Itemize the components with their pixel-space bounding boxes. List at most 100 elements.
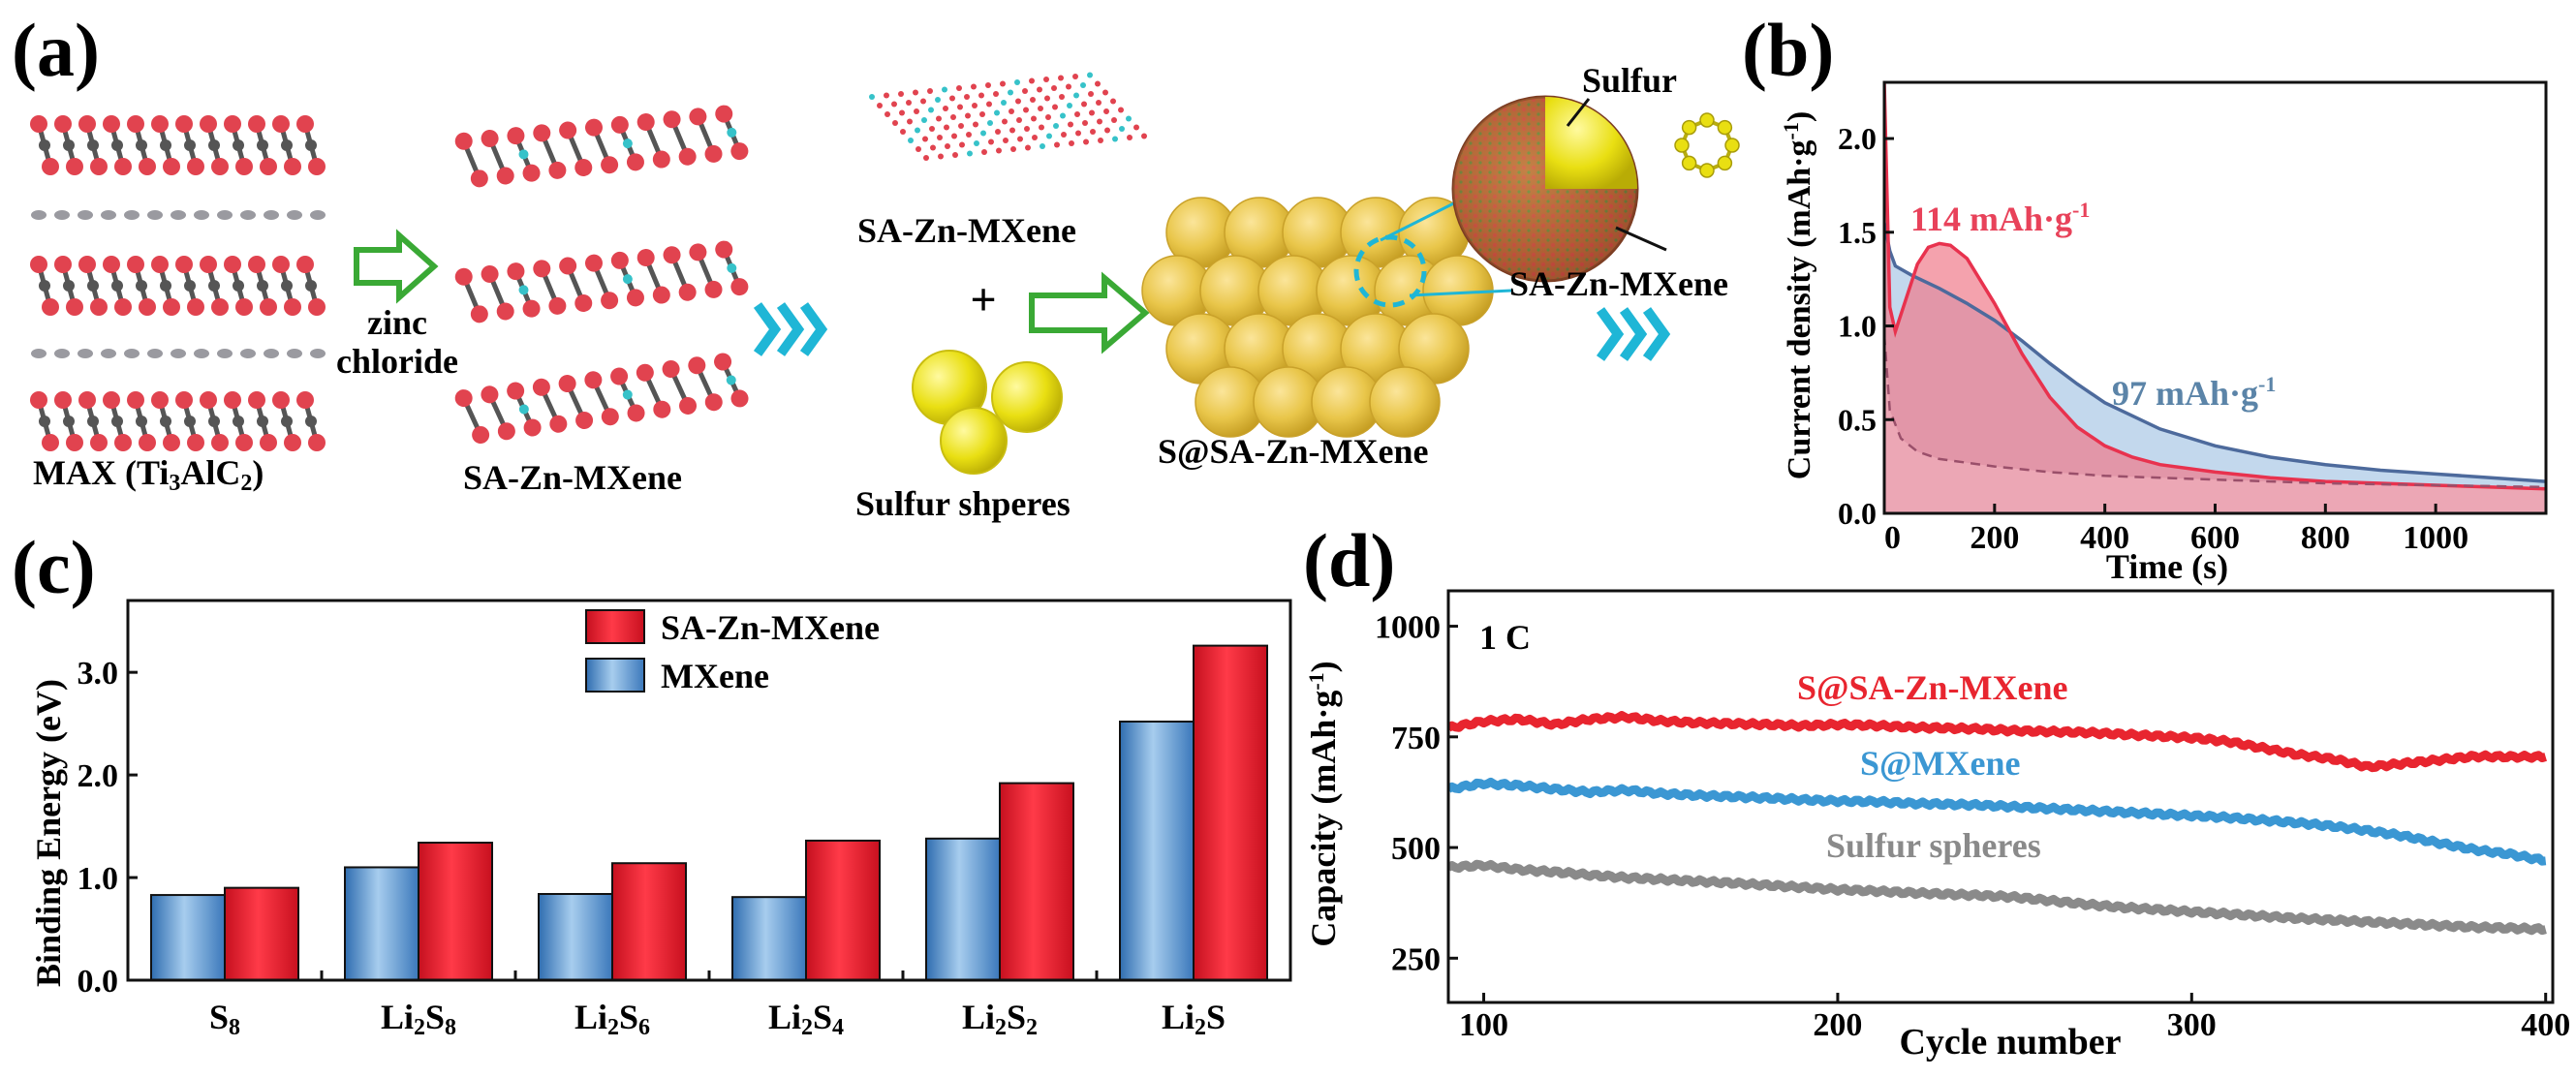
- max-atom-o: [151, 115, 169, 133]
- max-atom-o: [224, 391, 241, 409]
- x-tick-label: 200: [1813, 1007, 1862, 1043]
- zoom-mxene-pointer: [1615, 226, 1667, 252]
- max-atom-o: [272, 256, 290, 273]
- composite-ball-cluster: [1141, 197, 1494, 438]
- mxene-atom-o: [679, 396, 698, 415]
- sheet-atom: [916, 146, 921, 152]
- max-atom-al: [171, 349, 186, 358]
- max-atom-o: [200, 256, 217, 273]
- max-atom-o: [139, 434, 156, 451]
- sheet-atom: [938, 153, 944, 160]
- sheet-atom: [891, 101, 897, 108]
- sheet-atom: [1088, 91, 1094, 97]
- mxene-atom-o: [548, 296, 567, 315]
- line-baseline: [1884, 335, 2546, 489]
- sheet-atom: [949, 95, 955, 102]
- mxene-atom-o: [454, 389, 473, 408]
- max-atom-o: [103, 115, 120, 133]
- max-atom-o: [200, 115, 217, 133]
- sheet-atom: [1015, 98, 1021, 105]
- legend-swatch-mxene: [585, 658, 645, 693]
- sheet-atom: [885, 111, 890, 117]
- max-atom-o: [272, 391, 290, 409]
- sheet-atom: [988, 139, 994, 145]
- etch-arrow: [354, 229, 439, 304]
- mxene-atom-zn: [518, 149, 529, 160]
- s8-atom: [1699, 163, 1715, 178]
- s8-atom: [1724, 138, 1740, 153]
- mxene-atom-o: [688, 356, 706, 375]
- max-atom-al: [287, 349, 302, 358]
- x-tick-label: Li2S8: [381, 998, 456, 1040]
- sheet-atom: [987, 120, 993, 126]
- max-atom-o: [224, 115, 241, 133]
- mxene-atom-o: [678, 283, 697, 301]
- mxene-atom-o: [715, 240, 733, 259]
- mxene-atom-o: [704, 280, 723, 298]
- x-tick-label: 300: [2167, 1007, 2217, 1043]
- sheet-atom: [1075, 130, 1081, 137]
- max-atom-al: [264, 210, 279, 220]
- max-atom-o: [127, 391, 144, 409]
- mxene-atom-o: [610, 115, 629, 134]
- max-atom-ti: [233, 139, 244, 151]
- max-atom-ti: [111, 139, 123, 151]
- max-atom-al: [78, 349, 93, 358]
- sheet-atom: [950, 114, 956, 120]
- max-atom-al: [54, 349, 70, 358]
- mxene-atom-o: [574, 159, 593, 177]
- max-atom-al: [264, 349, 279, 358]
- mxene-atom-o: [470, 305, 488, 323]
- mxene-layer: [454, 353, 749, 445]
- max-atom-al: [78, 210, 93, 220]
- mxene-atom-o: [689, 108, 707, 126]
- sheet-atom: [899, 109, 905, 116]
- zoom-mxene-label: SA-Zn-MXene: [1509, 264, 1728, 303]
- panel-a: (a) MAX (Ti3AlC2) zinc chloride SA-Zn-MX…: [12, 8, 1740, 523]
- max-atom-ti: [281, 416, 293, 427]
- mxene-atom-o: [704, 144, 723, 163]
- sheet-atom: [967, 150, 973, 157]
- max-atom-ti: [233, 416, 244, 427]
- chart-b-annotation-sa-zn: 114 mAh·g-1: [1910, 198, 2090, 238]
- mxene-atom-o: [523, 418, 542, 437]
- chart-d-label-s-sa-zn-mxene: S@SA-Zn-MXene: [1797, 668, 2068, 707]
- max-atom-ti: [136, 416, 147, 427]
- max-atom-o: [103, 391, 120, 409]
- mxene-atom-o: [715, 105, 733, 123]
- mxene-atom-o: [663, 246, 681, 264]
- sheet-atom: [923, 155, 929, 161]
- chart-d-ticks: 100 200 300 400 250 500 750 1000: [1375, 610, 2570, 1043]
- s8-atom: [1717, 155, 1733, 171]
- max-atom-o: [272, 115, 290, 133]
- mxene-atom-o: [636, 113, 655, 132]
- max-atom-al: [194, 349, 209, 358]
- max-atom-o: [139, 158, 156, 175]
- y-tick-label: 0.0: [78, 964, 119, 1000]
- y-tick-label: 500: [1391, 831, 1441, 867]
- mxene-atom-o: [496, 167, 514, 185]
- max-atom-o: [54, 115, 72, 133]
- sheet-atom: [1068, 121, 1073, 128]
- max-atom-ti: [208, 280, 220, 292]
- max-atom-o: [211, 298, 229, 316]
- max-atom-o: [90, 158, 108, 175]
- x-tick-label: S8: [209, 998, 240, 1040]
- sheet-atom: [908, 138, 914, 143]
- sheet-atom: [980, 130, 986, 137]
- max-atom-o: [114, 434, 132, 451]
- max-atom-ti: [281, 139, 293, 151]
- s8-atom: [1681, 119, 1697, 136]
- max-atom-ti: [160, 280, 171, 292]
- sheet-atom: [985, 82, 991, 88]
- max-atom-ti: [184, 416, 196, 427]
- max-atom-o: [224, 256, 241, 273]
- sheet-atom: [1040, 143, 1045, 149]
- mxene-atom-o: [730, 142, 749, 161]
- bar-mxene: [344, 866, 419, 982]
- y-tick-label: 0.5: [1838, 402, 1877, 437]
- s8-atom: [1681, 155, 1697, 171]
- mxene-atom-o: [575, 411, 594, 429]
- mxene-atom-o: [678, 147, 697, 166]
- sheet-atom: [1067, 103, 1072, 108]
